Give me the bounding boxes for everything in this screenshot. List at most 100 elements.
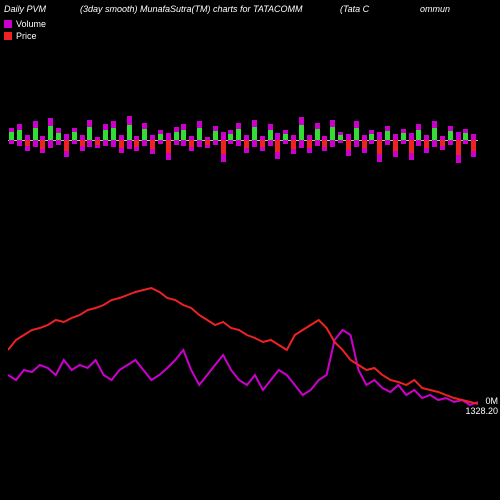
volume-wick [228,130,233,134]
volume-wick [119,148,124,153]
volume-bar [432,128,437,140]
volume-wick [189,147,194,151]
volume-bar [111,128,116,140]
volume-wick [299,140,304,148]
volume-wick [181,124,186,130]
volume-wick [330,140,335,147]
volume-wick [283,130,288,134]
volume-wick [197,140,202,147]
volume-wick [64,134,69,140]
volume-wick [354,121,359,128]
volume-bar [330,127,335,140]
title-left: Daily PVM [4,4,46,14]
volume-bar [354,128,359,140]
volume-wick [111,121,116,128]
volume-wick [377,154,382,162]
legend-volume: Volume [4,18,46,30]
volume-wick [72,128,77,132]
volume-bar [174,132,179,140]
volume-wick [338,140,343,143]
volume-wick [127,116,132,125]
volume-bar [87,127,92,140]
legend-price-label: Price [16,30,37,42]
volume-wick [111,140,116,147]
volume-wick [252,140,257,147]
volume-wick [268,140,273,146]
volume-wick [127,140,132,149]
volume-wick [17,124,22,130]
volume-wick [448,126,453,131]
volume-wick [64,151,69,157]
volume-bar [322,140,327,147]
volume-wick [252,120,257,127]
volume-bar [268,130,273,140]
volume-wick [291,135,296,140]
volume-wick [471,151,476,157]
volume-wick [456,155,461,163]
volume-wick [56,140,61,145]
volume-bar [119,140,124,148]
volume-wick [40,149,45,153]
volume-wick [95,137,100,140]
volume-wick [448,140,453,145]
volume-wick [377,132,382,140]
volume-wick [87,120,92,127]
volume-bar [463,133,468,140]
volume-bar [377,140,382,154]
volume-wick [330,120,335,127]
volume-bar [346,140,351,150]
volume-swatch [4,20,12,28]
volume-wick [244,135,249,140]
volume-wick [142,123,147,129]
volume-wick [401,129,406,133]
volume-wick [315,140,320,146]
volume-wick [362,135,367,140]
volume-bar [103,130,108,140]
volume-wick [119,135,124,140]
volume-bar [471,140,476,151]
price-lines-svg [8,280,478,420]
volume-bar [456,140,461,155]
volume-wick [95,145,100,148]
volume-wick [440,136,445,140]
volume-bar [401,133,406,140]
volume-wick [205,137,210,140]
volume-bar [127,125,132,140]
volume-wick [385,126,390,131]
volume-wick [401,140,406,144]
volume-wick [385,140,390,145]
volume-wick [221,154,226,162]
volume-wick [181,140,186,146]
price-swatch [4,32,12,40]
volume-bar [424,140,429,148]
volume-wick [205,145,210,148]
volume-bar [299,125,304,140]
volume-wick [48,118,53,126]
volume-bar [150,140,155,149]
volume-wick [236,123,241,129]
volume-wick [393,134,398,140]
volume-wick [416,140,421,146]
volume-wick [166,133,171,140]
volume-bar [56,133,61,140]
volume-bar [166,140,171,153]
volume-bar [213,131,218,140]
legend-volume-label: Volume [16,18,46,30]
volume-wick [260,147,265,151]
volume-wick [142,140,147,146]
volume-bar [64,140,69,151]
price-chart [8,280,478,420]
volume-bar [244,140,249,148]
volume-wick [158,130,163,134]
volume-bar [409,140,414,153]
volume-bar [17,130,22,140]
volume-wick [463,129,468,133]
volume-bar [393,140,398,151]
volume-wick [236,140,241,146]
title-right: (Tata C [340,4,369,14]
price-line [8,288,478,404]
volume-wick [432,140,437,147]
volume-wick [393,151,398,157]
volume-wick [33,140,38,147]
volume-wick [424,148,429,153]
